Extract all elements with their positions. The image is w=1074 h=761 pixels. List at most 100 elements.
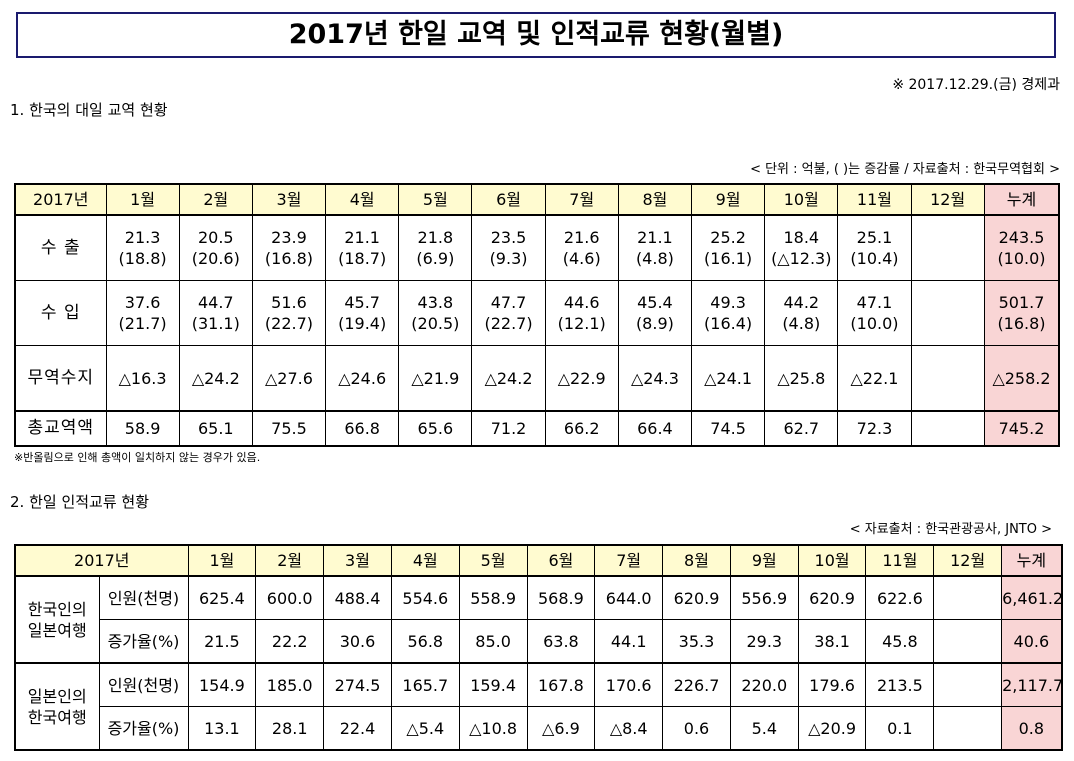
table-cell: 154.9: [187, 662, 257, 707]
table-cell: 23.9 (16.8): [251, 214, 327, 281]
header-cell: 5월: [458, 544, 528, 577]
table-cell: 44.6 (12.1): [544, 280, 619, 346]
table-cell: 625.4: [187, 575, 257, 620]
table-cell: [933, 619, 1003, 664]
group-label: 한국인의 일본여행: [14, 575, 100, 664]
table-cell: 220.0: [729, 662, 799, 707]
table-cell-total: 2,117.7: [1001, 662, 1063, 707]
table-cell: 167.8: [526, 662, 596, 707]
table-cell: △21.9: [398, 345, 473, 412]
header-cell: 2월: [178, 183, 253, 216]
table-cell: 37.6 (21.7): [105, 280, 180, 346]
table-cell: 44.7 (31.1): [178, 280, 253, 346]
exchange-table: 2017년 1월 2월 3월 4월 5월 6월 7월 8월 9월 10월 11월…: [14, 544, 1063, 751]
table-cell: 554.6: [390, 575, 460, 620]
table-cell: 21.6 (4.6): [544, 214, 619, 281]
table-cell: 65.6: [398, 410, 473, 447]
table-cell: △20.9: [797, 706, 867, 751]
table-cell: 35.3: [662, 619, 731, 664]
table-cell: △24.3: [617, 345, 693, 412]
table-cell-total: 40.6: [1001, 619, 1063, 664]
row-label: 인원(천명): [98, 662, 189, 707]
trade-table: 2017년 1월 2월 3월 4월 5월 6월 7월 8월 9월 10월 11월…: [14, 183, 1061, 447]
section1-heading: 1. 한국의 대일 교역 현황: [10, 101, 168, 119]
table-cell: 622.6: [865, 575, 935, 620]
trade-header-row: 2017년 1월 2월 3월 4월 5월 6월 7월 8월 9월 10월 11월…: [14, 183, 1060, 216]
header-cell: 9월: [729, 544, 799, 577]
header-cell: 4월: [390, 544, 460, 577]
table-cell: 66.4: [617, 410, 693, 447]
table-cell: 620.9: [662, 575, 731, 620]
table-cell: 45.4 (8.9): [617, 280, 693, 346]
table-cell: △27.6: [251, 345, 327, 412]
japanese-to-korea-growth-row: 증가율(%) 13.1 28.1 22.4 △5.4 △10.8 △6.9 △8…: [15, 706, 1063, 751]
header-cell: 4월: [325, 183, 400, 216]
header-cell: 10월: [797, 544, 867, 577]
exchange-header-row: 2017년 1월 2월 3월 4월 5월 6월 7월 8월 9월 10월 11월…: [14, 544, 1063, 577]
table-cell: 620.9: [797, 575, 867, 620]
table-cell: 38.1: [797, 619, 867, 664]
table-cell-total: △258.2: [983, 345, 1060, 412]
table-cell: 49.3 (16.4): [690, 280, 766, 346]
header-cell-total: 누계: [983, 183, 1060, 216]
table-cell: 25.2 (16.1): [690, 214, 766, 281]
table-cell: 22.4: [323, 706, 392, 751]
table-cell: 165.7: [390, 662, 460, 707]
section2-heading: 2. 한일 인적교류 현황: [10, 493, 150, 511]
table-cell: 170.6: [594, 662, 664, 707]
header-cell: 11월: [865, 544, 935, 577]
table-cell: 71.2: [471, 410, 546, 447]
table-cell: 21.8 (6.9): [398, 214, 473, 281]
table-cell: [933, 662, 1003, 707]
import-row: 수 입 37.6 (21.7) 44.7 (31.1) 51.6 (22.7) 45.…: [14, 280, 1060, 346]
table-cell: 75.5: [251, 410, 327, 447]
row-label: 수 출: [14, 214, 107, 281]
header-cell: 7월: [594, 544, 664, 577]
header-cell: 2017년: [14, 183, 107, 216]
table-cell: 568.9: [526, 575, 596, 620]
table-cell: 66.2: [544, 410, 619, 447]
table-cell: 72.3: [837, 410, 912, 447]
table-cell: [910, 345, 985, 412]
table-cell: 0.1: [865, 706, 935, 751]
table-cell: 51.6 (22.7): [251, 280, 327, 346]
table-cell: 66.8: [325, 410, 400, 447]
balance-row: 무역수지 △16.3 △24.2 △27.6 △24.6 △21.9 △24.2…: [14, 345, 1060, 412]
table-cell: 21.3 (18.8): [105, 214, 180, 281]
header-cell: 7월: [544, 183, 619, 216]
table-cell: 44.2 (4.8): [764, 280, 839, 346]
table-cell: 13.1: [187, 706, 257, 751]
header-cell: 12월: [933, 544, 1003, 577]
table-cell: 226.7: [662, 662, 731, 707]
header-cell-total: 누계: [1001, 544, 1063, 577]
table-cell: 274.5: [323, 662, 392, 707]
header-cell: 11월: [837, 183, 912, 216]
rounding-footnote: ※반올림으로 인해 총액이 일치하지 않는 경우가 있음.: [14, 451, 261, 464]
table-cell: 185.0: [255, 662, 325, 707]
header-cell: 6월: [526, 544, 596, 577]
table-cell: △25.8: [764, 345, 839, 412]
table-cell: △10.8: [458, 706, 528, 751]
table-cell: 47.1 (10.0): [837, 280, 912, 346]
table-cell: 58.9: [105, 410, 180, 447]
table-cell: 47.7 (22.7): [471, 280, 546, 346]
header-cell: 2017년: [14, 544, 189, 577]
table-cell: 644.0: [594, 575, 664, 620]
table-cell-total: 0.8: [1001, 706, 1063, 751]
table-cell-total: 6,461.2: [1001, 575, 1063, 620]
table-cell: 21.1 (18.7): [325, 214, 400, 281]
table-cell: 85.0: [458, 619, 528, 664]
table-cell: [910, 214, 985, 281]
table-cell: 22.2: [255, 619, 325, 664]
table-cell-total: 745.2: [983, 410, 1060, 447]
table-cell: 63.8: [526, 619, 596, 664]
table-cell: 45.8: [865, 619, 935, 664]
table-cell: 29.3: [729, 619, 799, 664]
table-cell: △16.3: [105, 345, 180, 412]
table-cell: 18.4 (△12.3): [764, 214, 839, 281]
table-cell: [910, 410, 985, 447]
group-label: 일본인의 한국여행: [14, 662, 100, 751]
table-cell: 179.6: [797, 662, 867, 707]
table-cell: 20.5 (20.6): [178, 214, 253, 281]
header-cell: 5월: [398, 183, 473, 216]
